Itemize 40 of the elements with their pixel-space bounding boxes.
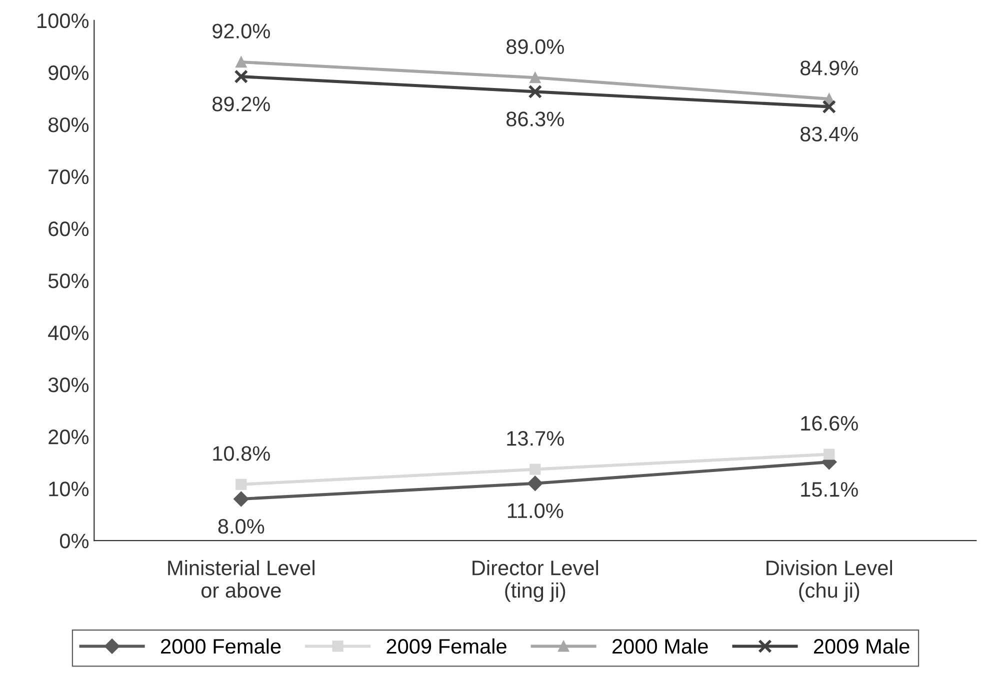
y-tick-label: 40%: [48, 326, 89, 340]
data-label: 89.2%: [212, 96, 270, 112]
y-tick-label: 50%: [48, 274, 89, 288]
data-label: 10.8%: [213, 446, 270, 461]
point: [236, 478, 247, 490]
y-tick-label: 70%: [48, 169, 89, 184]
point: [824, 448, 835, 460]
x-tick-label: Ministerial Level or above: [168, 560, 314, 598]
point: [528, 84, 542, 99]
data-label: 86.3%: [506, 112, 564, 126]
x-tick-label: Director Level (ting ji): [472, 560, 598, 602]
point: [236, 56, 247, 68]
point: [530, 464, 541, 475]
legend-label: 2009 Female: [386, 638, 506, 654]
y-tick-label: 10%: [49, 482, 89, 496]
point: [822, 100, 836, 114]
data-label: 83.4%: [800, 126, 858, 142]
data-label: 84.9%: [800, 60, 858, 76]
point: [530, 72, 541, 84]
y-tick-label: 100%: [38, 13, 89, 28]
data-label: 8.0%: [218, 518, 264, 534]
point: [234, 70, 248, 84]
y-tick-label: 0%: [60, 534, 89, 548]
y-tick-label: 90%: [48, 65, 89, 80]
data-label: 13.7%: [507, 431, 564, 446]
legend-label: 2000 Male: [612, 638, 708, 654]
point: [528, 476, 543, 491]
y-tick-label: 30%: [48, 378, 89, 392]
data-label: 15.1%: [801, 482, 858, 497]
data-label: 89.0%: [506, 39, 564, 54]
x-tick-label: Division Level (chu ji): [766, 560, 892, 602]
legend-label: 2009 Male: [814, 638, 910, 654]
data-label: 16.6%: [801, 416, 858, 431]
y-tick-label: 60%: [48, 221, 89, 236]
y-tick-label: 20%: [48, 430, 89, 444]
y-tick-label: 80%: [48, 117, 89, 132]
data-label: 11.0%: [508, 503, 564, 518]
point: [234, 491, 249, 507]
data-label: 92.0%: [212, 24, 270, 38]
legend-label: 2000 Female: [161, 638, 281, 654]
